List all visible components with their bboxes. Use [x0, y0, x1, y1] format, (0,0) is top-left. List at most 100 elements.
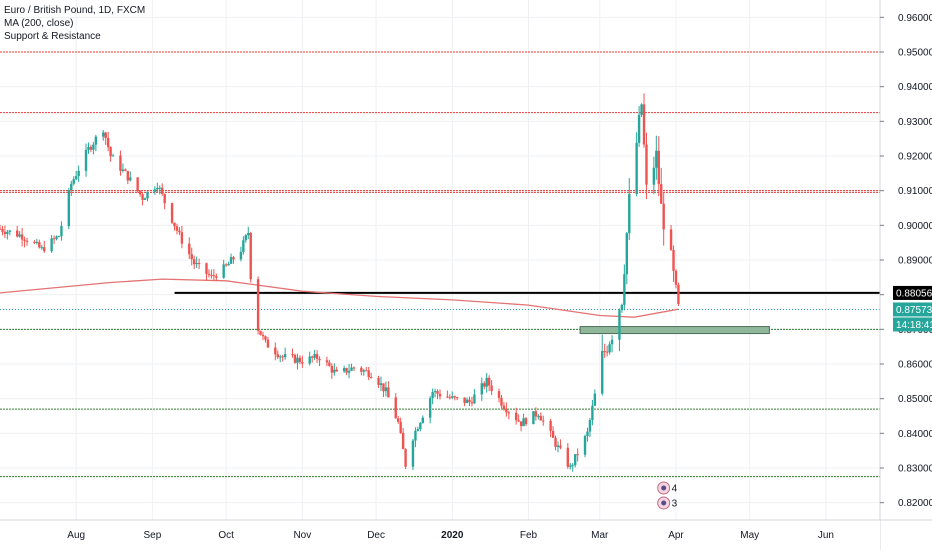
candle-97 [330, 363, 334, 379]
candle-197 [674, 269, 678, 289]
candle-19 [60, 221, 63, 241]
y-tick-label-4: 0.86000 [898, 360, 932, 371]
candle-147 [502, 402, 506, 411]
candle-49 [163, 193, 166, 210]
candle-115 [394, 393, 397, 419]
candle-64 [215, 273, 218, 281]
candle-140 [480, 377, 483, 401]
candle-50 [170, 202, 174, 225]
candle-87 [296, 353, 299, 370]
y-tick-label-12: 0.94000 [898, 82, 932, 93]
candle-131 [448, 394, 452, 400]
candle-92 [313, 349, 316, 361]
candle-193 [660, 167, 663, 204]
candle-150 [515, 407, 518, 425]
candle-194 [662, 193, 665, 246]
candle-78 [264, 335, 267, 343]
candle-10 [33, 239, 36, 245]
legend-ma[interactable]: MA (200, close) [4, 18, 74, 29]
legend-symbol[interactable]: Euro / British Pound, 1D, FXCM [4, 5, 146, 16]
candle-130 [446, 390, 449, 399]
candle-62 [210, 269, 213, 279]
candle-120 [411, 438, 415, 471]
candle-182 [623, 264, 626, 311]
candle-1 [1, 225, 4, 236]
key-level-badge: 0.88056 [893, 285, 932, 300]
price-axis-bg[interactable] [880, 0, 932, 550]
events[interactable]: 43 [657, 481, 678, 510]
candle-160 [549, 418, 552, 438]
candle-93 [315, 350, 319, 363]
candle-111 [379, 376, 383, 391]
candle-100 [342, 365, 346, 373]
candle-113 [384, 381, 388, 397]
candle-90 [308, 351, 311, 366]
y-tick-label-2: 0.84000 [898, 429, 932, 440]
candle-171 [586, 427, 589, 442]
candle-20 [67, 187, 71, 230]
y-tick-label-0: 0.82000 [898, 498, 932, 509]
candle-32 [106, 131, 110, 152]
candle-116 [397, 415, 400, 424]
x-tick-label-8: Apr [668, 530, 684, 541]
candle-162 [554, 435, 557, 451]
candle-102 [347, 363, 351, 379]
candle-96 [328, 359, 331, 367]
candle-173 [591, 399, 594, 426]
candle-165 [566, 443, 570, 469]
candle-167 [571, 463, 574, 472]
candle-154 [524, 416, 528, 427]
candle-139 [473, 389, 476, 404]
candle-80 [274, 342, 277, 361]
candle-88 [298, 355, 302, 365]
event-label-1: 3 [672, 499, 678, 510]
candle-58 [195, 256, 198, 268]
candle-29 [94, 134, 98, 152]
candle-38 [126, 170, 130, 185]
current-price-label: 0.87573 [896, 305, 932, 316]
candle-114 [387, 381, 390, 398]
candle-30 [102, 130, 105, 141]
candles [0, 93, 680, 472]
candle-59 [197, 258, 201, 269]
candle-81 [276, 350, 279, 360]
candle-82 [279, 354, 282, 363]
candle-77 [261, 331, 265, 341]
candle-180 [618, 308, 621, 352]
candle-192 [657, 136, 660, 197]
y-tick-label-14: 0.96000 [898, 13, 932, 24]
y-tick-label-13: 0.95000 [898, 48, 932, 59]
demand-zone-rect[interactable] [579, 326, 770, 335]
candle-198 [677, 282, 680, 307]
legend-sr[interactable]: Support & Resistance [4, 31, 101, 42]
candle-76 [259, 330, 262, 336]
candle-138 [470, 396, 474, 407]
candle-174 [593, 389, 597, 407]
candle-178 [608, 341, 611, 355]
candle-4 [8, 229, 12, 236]
candle-104 [352, 366, 356, 372]
time-axis-bg[interactable] [0, 520, 880, 550]
candle-134 [456, 396, 459, 401]
ma-200-line[interactable] [0, 278, 679, 318]
candle-42 [141, 192, 144, 206]
candle-54 [180, 225, 184, 249]
candle-112 [382, 383, 385, 397]
candle-26 [87, 142, 90, 154]
event-label-0: 4 [672, 484, 678, 495]
event-marker-0[interactable]: 4 [657, 481, 678, 495]
candle-187 [640, 103, 643, 117]
x-tick-label-5: 2020 [441, 530, 464, 541]
candle-46 [156, 182, 159, 193]
candle-6 [18, 231, 21, 238]
candle-31 [104, 131, 107, 145]
candle-152 [519, 421, 523, 432]
candle-106 [362, 368, 365, 376]
x-tick-label-4: Dec [367, 530, 385, 541]
candle-119 [404, 448, 407, 469]
candle-184 [628, 178, 631, 240]
event-marker-1[interactable]: 3 [657, 496, 678, 510]
